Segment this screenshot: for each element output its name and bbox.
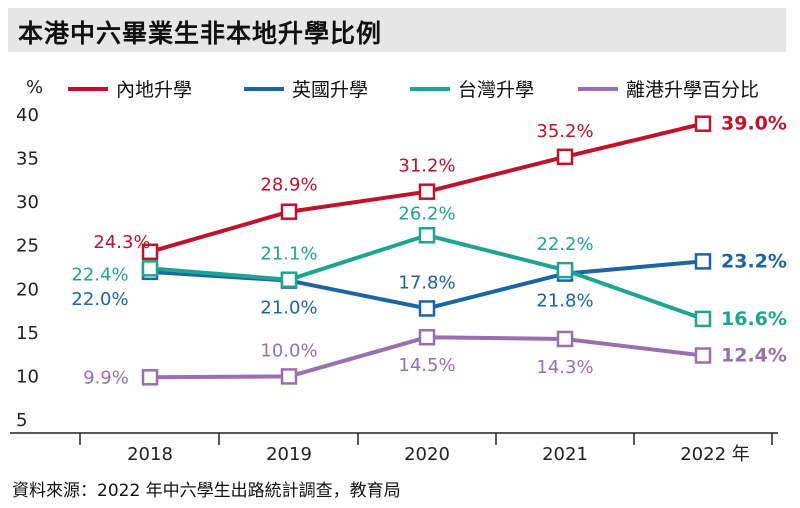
legend-label-2: 英國升學 (292, 79, 368, 101)
data-label-s3-2021: 22.2% (536, 234, 593, 255)
data-point-s1-2020 (418, 183, 436, 200)
data-point-s3-2018 (141, 260, 159, 277)
data-label-s4-2019: 10.0% (260, 340, 317, 361)
data-label-s3-2019: 21.1% (260, 244, 317, 265)
data-label-s3-2018: 22.4% (71, 264, 128, 285)
y-tick-label-20: 20 (16, 279, 39, 300)
data-point-s1-2018 (141, 243, 159, 261)
y-tick-label-5: 5 (16, 410, 27, 431)
data-point-s4-2020 (418, 328, 436, 346)
data-point-s3-2022 (694, 310, 712, 328)
y-axis-unit: % (26, 77, 43, 98)
data-point-s4-2021 (556, 330, 574, 348)
source-note: 資料來源：2022 年中六學生出路統計調查，教育局 (12, 481, 401, 501)
data-label-s4-2018: 9.9% (83, 367, 129, 388)
chart-title: 本港中六畢業生非本地升學比例 (18, 19, 383, 48)
data-label-s4-2022: 12.4% (721, 345, 787, 367)
data-point-s2-2020 (418, 300, 436, 317)
x-tick-label-2020: 2020 (404, 444, 450, 465)
data-label-s3-2020: 26.2% (398, 203, 455, 224)
y-tick-label-35: 35 (16, 149, 39, 170)
data-label-s1-2020: 31.2% (398, 156, 455, 177)
data-label-s1-2021: 35.2% (536, 121, 593, 142)
x-tick-label-2022: 2022 年 (680, 444, 750, 465)
data-point-s4-2022 (694, 347, 712, 364)
y-tick-label-10: 10 (16, 366, 39, 387)
data-point-s3-2019 (280, 271, 298, 288)
legend-label-1: 內地升學 (116, 79, 192, 101)
y-tick-label-15: 15 (16, 323, 39, 344)
x-tick-label-2019: 2019 (266, 444, 312, 465)
title-bar: 本港中六畢業生非本地升學比例 (8, 8, 786, 52)
y-tick-label-30: 30 (16, 192, 39, 213)
data-label-s2-2019: 21.0% (260, 298, 317, 319)
data-point-s1-2021 (556, 148, 574, 166)
data-label-s2-2022: 23.2% (721, 250, 787, 272)
x-tick-label-2018: 2018 (127, 444, 173, 465)
data-label-s4-2020: 14.5% (398, 355, 455, 376)
data-point-s4-2018 (141, 369, 159, 386)
data-label-s1-2019: 28.9% (260, 175, 317, 196)
data-label-s2-2021: 21.8% (536, 291, 593, 312)
data-point-s3-2020 (418, 227, 436, 244)
data-point-s1-2019 (280, 203, 298, 220)
data-label-s3-2022: 16.6% (721, 308, 787, 330)
x-tick-label-2021: 2021 (542, 444, 588, 465)
data-point-s3-2021 (556, 261, 574, 279)
data-point-s1-2022 (694, 115, 712, 132)
y-tick-label-25: 25 (16, 236, 39, 257)
data-label-s1-2022: 39.0% (721, 113, 787, 135)
data-label-s2-2018: 22.0% (71, 289, 128, 310)
data-label-s2-2020: 17.8% (398, 272, 455, 293)
legend-label-3: 台灣升學 (458, 79, 534, 101)
y-tick-label-40: 40 (16, 105, 39, 126)
data-label-s1-2018: 24.3% (93, 232, 150, 253)
data-point-s4-2019 (280, 368, 298, 385)
data-label-s4-2021: 14.3% (536, 357, 593, 378)
data-point-s2-2022 (694, 253, 712, 270)
legend-label-4: 離港升學百分比 (626, 79, 759, 101)
